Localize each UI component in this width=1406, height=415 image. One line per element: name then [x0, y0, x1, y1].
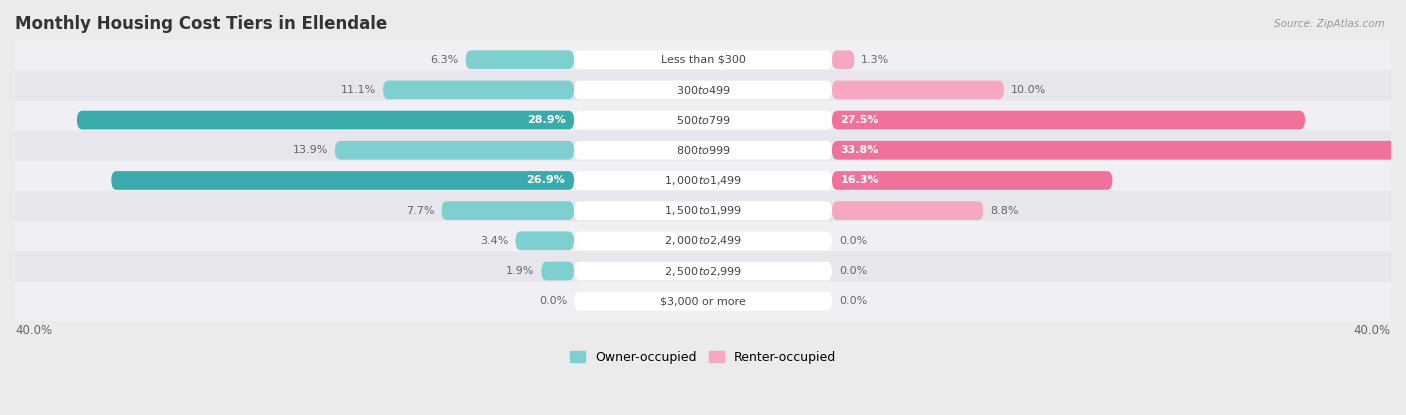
FancyBboxPatch shape [111, 171, 574, 190]
Text: Monthly Housing Cost Tiers in Ellendale: Monthly Housing Cost Tiers in Ellendale [15, 15, 387, 33]
Text: Source: ZipAtlas.com: Source: ZipAtlas.com [1274, 19, 1385, 29]
Text: 3.4%: 3.4% [481, 236, 509, 246]
FancyBboxPatch shape [574, 171, 832, 190]
FancyBboxPatch shape [516, 232, 574, 250]
FancyBboxPatch shape [4, 191, 1402, 230]
FancyBboxPatch shape [441, 201, 574, 220]
FancyBboxPatch shape [4, 100, 1402, 140]
FancyBboxPatch shape [832, 171, 1112, 190]
Legend: Owner-occupied, Renter-occupied: Owner-occupied, Renter-occupied [565, 346, 841, 369]
FancyBboxPatch shape [4, 281, 1402, 321]
Text: 8.8%: 8.8% [990, 206, 1019, 216]
Text: $300 to $499: $300 to $499 [675, 84, 731, 96]
Text: 13.9%: 13.9% [292, 145, 328, 155]
Text: 16.3%: 16.3% [841, 176, 879, 186]
Text: 26.9%: 26.9% [526, 176, 565, 186]
Text: 0.0%: 0.0% [839, 236, 868, 246]
FancyBboxPatch shape [574, 141, 832, 160]
FancyBboxPatch shape [832, 111, 1305, 129]
Text: 40.0%: 40.0% [1354, 324, 1391, 337]
FancyBboxPatch shape [4, 40, 1402, 79]
Text: 0.0%: 0.0% [839, 296, 868, 306]
FancyBboxPatch shape [574, 81, 832, 99]
FancyBboxPatch shape [574, 50, 832, 69]
FancyBboxPatch shape [832, 50, 855, 69]
Text: 27.5%: 27.5% [841, 115, 879, 125]
Text: 28.9%: 28.9% [527, 115, 565, 125]
Text: 11.1%: 11.1% [340, 85, 377, 95]
FancyBboxPatch shape [4, 70, 1402, 110]
Text: 1.3%: 1.3% [862, 55, 890, 65]
FancyBboxPatch shape [574, 232, 832, 250]
Text: $500 to $799: $500 to $799 [675, 114, 731, 126]
Text: $2,000 to $2,499: $2,000 to $2,499 [664, 234, 742, 247]
FancyBboxPatch shape [4, 131, 1402, 170]
FancyBboxPatch shape [574, 111, 832, 129]
Text: 0.0%: 0.0% [538, 296, 567, 306]
Text: Less than $300: Less than $300 [661, 55, 745, 65]
Text: 33.8%: 33.8% [841, 145, 879, 155]
Text: 0.0%: 0.0% [839, 266, 868, 276]
FancyBboxPatch shape [382, 81, 574, 99]
Text: $1,000 to $1,499: $1,000 to $1,499 [664, 174, 742, 187]
Text: 6.3%: 6.3% [430, 55, 458, 65]
FancyBboxPatch shape [832, 201, 983, 220]
Text: 7.7%: 7.7% [406, 206, 434, 216]
FancyBboxPatch shape [77, 111, 574, 129]
FancyBboxPatch shape [541, 261, 574, 281]
Text: $3,000 or more: $3,000 or more [661, 296, 745, 306]
FancyBboxPatch shape [832, 81, 1004, 99]
Text: $1,500 to $1,999: $1,500 to $1,999 [664, 204, 742, 217]
FancyBboxPatch shape [4, 251, 1402, 290]
FancyBboxPatch shape [832, 141, 1406, 160]
FancyBboxPatch shape [574, 201, 832, 220]
Text: 1.9%: 1.9% [506, 266, 534, 276]
Text: $800 to $999: $800 to $999 [675, 144, 731, 156]
FancyBboxPatch shape [574, 261, 832, 281]
FancyBboxPatch shape [4, 161, 1402, 200]
Text: 10.0%: 10.0% [1011, 85, 1046, 95]
FancyBboxPatch shape [4, 221, 1402, 261]
Text: 40.0%: 40.0% [15, 324, 52, 337]
FancyBboxPatch shape [335, 141, 574, 160]
FancyBboxPatch shape [574, 292, 832, 310]
Text: $2,500 to $2,999: $2,500 to $2,999 [664, 264, 742, 278]
FancyBboxPatch shape [465, 50, 574, 69]
